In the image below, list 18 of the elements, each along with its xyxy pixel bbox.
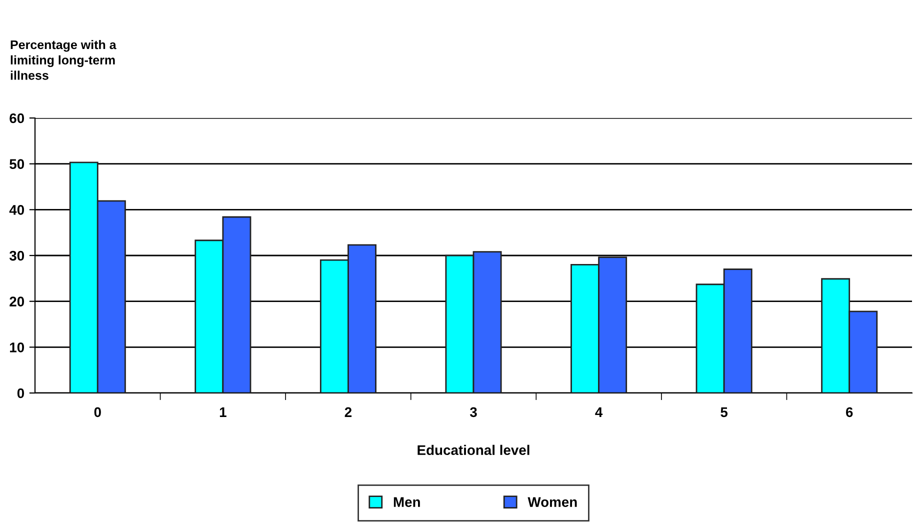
x-tick-label: 6: [846, 407, 853, 418]
y-tick-label: 20: [10, 296, 24, 307]
y-tick-label: 10: [10, 342, 24, 352]
legend-label: Women: [528, 497, 577, 507]
legend-label: Men: [394, 497, 420, 507]
x-tick-label: 5: [720, 407, 728, 418]
y-tick-label: 40: [9, 205, 24, 215]
x-tick-label: 3: [470, 407, 477, 418]
x-tick-label: 4: [595, 407, 603, 417]
x-tick-label: 0: [94, 407, 101, 418]
y-tick-label: 30: [9, 250, 24, 261]
y-tick-label: 50: [10, 159, 24, 170]
y-tick-label: 60: [10, 113, 24, 124]
y-tick-label: 0: [17, 388, 24, 398]
x-axis-title: Educational level: [418, 444, 530, 456]
x-tick-label: 2: [344, 407, 352, 417]
x-tick-label: 1: [220, 407, 226, 417]
y-axis-title: Percentage with a limiting long-term illness: [10, 40, 116, 80]
